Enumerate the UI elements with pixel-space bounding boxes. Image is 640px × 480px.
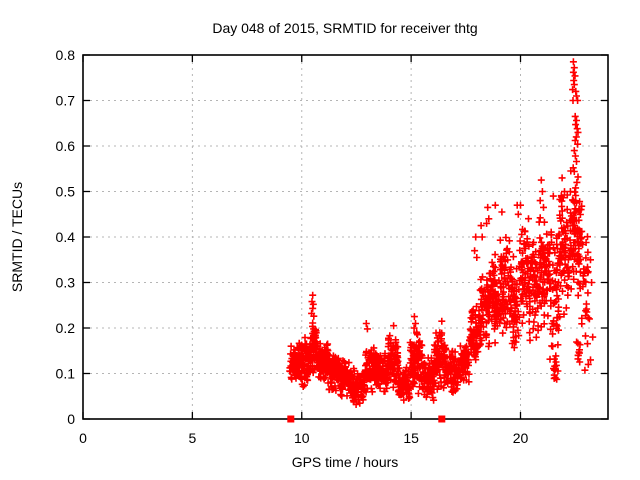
y-axis-label: SRMTID / TECUs: [9, 182, 25, 292]
chart-title: Day 048 of 2015, SRMTID for receiver tht…: [212, 20, 477, 36]
axis-event-markers: [287, 415, 446, 423]
plot-border: [82, 54, 609, 420]
y-tick-label: 0.6: [56, 138, 76, 154]
x-tick-label: 15: [403, 430, 419, 446]
plot-frame: [82, 54, 609, 420]
scatter-points: [286, 58, 597, 408]
data-point-crosses: [286, 58, 597, 408]
y-tick-label: 0.5: [56, 184, 76, 200]
x-axis-label: GPS time / hours: [292, 454, 399, 470]
y-tick-label: 0.4: [56, 229, 76, 245]
y-tick-label: 0: [67, 411, 75, 427]
y-tick-label: 0.8: [56, 47, 76, 63]
axis-event-square: [287, 415, 295, 423]
y-tick-label: 0.2: [56, 320, 76, 336]
x-tick-label: 10: [294, 430, 310, 446]
x-tick-label: 20: [513, 430, 529, 446]
x-tick-label: 5: [188, 430, 196, 446]
y-tick-label: 0.1: [56, 366, 76, 382]
axis-event-square: [438, 415, 446, 423]
y-tick-label: 0.3: [56, 275, 76, 291]
y-tick-label: 0.7: [56, 93, 76, 109]
tick-labels: 0 0.1 0.2 0.3 0.4 0.5 0.6 0.7 0.8 0 5 10 15 20: [56, 47, 529, 446]
x-tick-label: 0: [79, 430, 87, 446]
